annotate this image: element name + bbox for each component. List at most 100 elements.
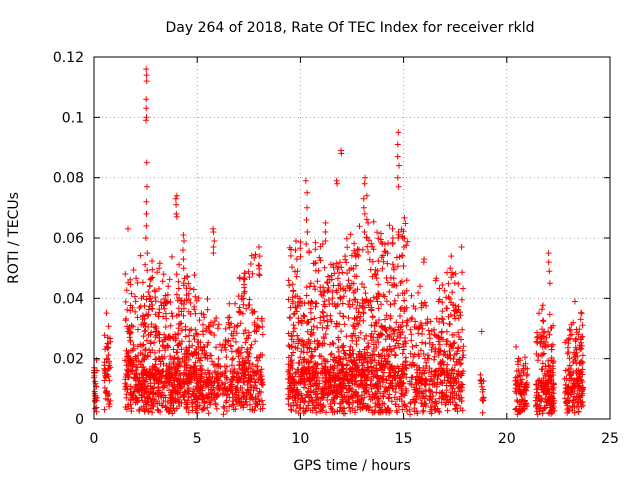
data-point xyxy=(197,339,204,346)
data-point xyxy=(534,378,541,385)
data-point xyxy=(350,289,357,296)
data-point xyxy=(575,398,582,405)
data-point xyxy=(533,408,540,415)
data-point xyxy=(142,369,149,376)
data-point xyxy=(315,397,322,404)
data-point xyxy=(145,394,152,401)
data-point xyxy=(418,304,425,311)
data-point xyxy=(246,274,253,281)
data-point xyxy=(403,365,410,372)
data-point xyxy=(395,368,402,375)
data-point xyxy=(521,391,528,398)
data-point xyxy=(211,378,218,385)
data-point xyxy=(566,326,573,333)
data-point xyxy=(363,382,370,389)
data-point xyxy=(351,240,358,247)
data-point xyxy=(139,316,146,323)
data-point xyxy=(151,339,158,346)
data-point xyxy=(222,325,229,332)
data-point xyxy=(298,378,305,385)
data-point xyxy=(140,403,147,410)
data-point xyxy=(327,401,334,407)
data-point xyxy=(142,387,149,394)
data-point xyxy=(420,393,427,400)
y-tick-label: 0.04 xyxy=(53,291,84,307)
data-point xyxy=(149,258,155,264)
data-point xyxy=(105,401,112,407)
data-point xyxy=(368,376,375,382)
data-point xyxy=(533,392,540,399)
data-point xyxy=(535,396,542,402)
data-point xyxy=(357,329,364,336)
data-point xyxy=(334,289,340,296)
data-point xyxy=(93,357,100,363)
data-point xyxy=(444,269,450,276)
data-point xyxy=(542,343,549,350)
data-point xyxy=(366,367,373,374)
data-point xyxy=(343,395,350,401)
data-point xyxy=(408,337,415,344)
data-point xyxy=(314,394,321,400)
data-point xyxy=(324,397,331,403)
data-point xyxy=(343,373,349,380)
data-point xyxy=(365,340,372,347)
data-point xyxy=(335,263,342,270)
data-point xyxy=(327,351,334,358)
data-point xyxy=(540,375,547,382)
data-point xyxy=(182,323,189,330)
data-point xyxy=(388,398,395,405)
data-point xyxy=(416,353,422,360)
data-point xyxy=(142,261,149,268)
data-point xyxy=(288,332,295,339)
data-point xyxy=(417,395,424,401)
data-point xyxy=(215,321,222,328)
data-point xyxy=(125,362,132,369)
data-point xyxy=(151,396,158,403)
data-point xyxy=(239,355,246,362)
data-point xyxy=(350,322,357,329)
data-point xyxy=(538,398,545,405)
data-point xyxy=(375,386,382,393)
data-point xyxy=(419,369,426,376)
data-point xyxy=(539,317,546,324)
data-point xyxy=(242,327,249,334)
data-point xyxy=(435,298,442,305)
data-point xyxy=(207,319,214,326)
data-point xyxy=(146,366,153,372)
data-point xyxy=(382,248,389,255)
data-point xyxy=(156,285,162,292)
data-point xyxy=(546,280,553,287)
data-point xyxy=(208,329,214,336)
data-point xyxy=(290,311,297,318)
data-point xyxy=(434,379,441,386)
data-point xyxy=(329,389,336,396)
data-point xyxy=(303,284,310,291)
data-point xyxy=(408,331,415,338)
data-point xyxy=(347,231,354,238)
data-point xyxy=(336,321,343,328)
data-point xyxy=(245,329,252,336)
data-point xyxy=(238,344,245,351)
data-point xyxy=(406,380,413,387)
data-point xyxy=(418,389,425,396)
data-point xyxy=(163,404,169,411)
data-point xyxy=(131,388,138,395)
data-point xyxy=(129,304,136,311)
data-point xyxy=(106,377,113,384)
data-point xyxy=(160,313,167,320)
data-point xyxy=(385,395,392,402)
data-point xyxy=(297,253,304,260)
data-point xyxy=(338,264,345,271)
data-point xyxy=(196,357,203,364)
data-point xyxy=(302,381,309,388)
data-point xyxy=(431,353,438,360)
data-point xyxy=(131,361,137,368)
data-point xyxy=(103,374,109,380)
data-point xyxy=(536,310,542,317)
data-point xyxy=(180,232,187,238)
data-point xyxy=(296,295,303,302)
data-point xyxy=(448,299,455,306)
data-point xyxy=(173,192,180,199)
data-point xyxy=(396,344,403,351)
data-point xyxy=(134,314,141,321)
